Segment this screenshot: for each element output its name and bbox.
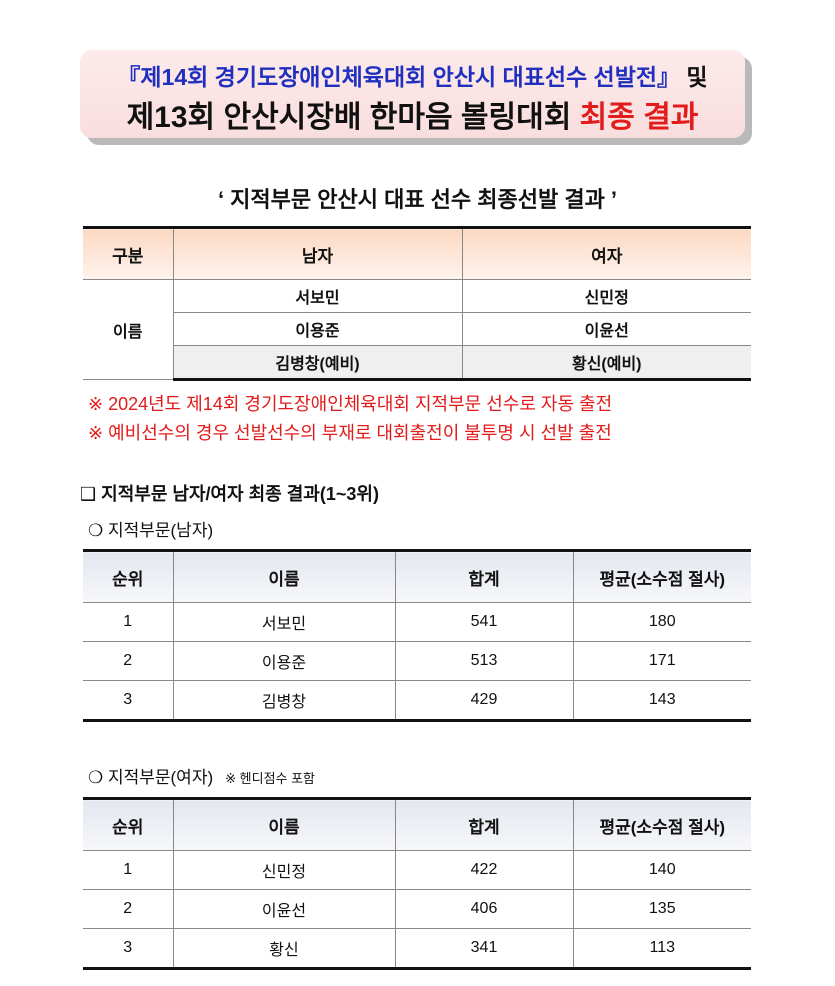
women-note: ※ 헨디점수 포함 bbox=[225, 771, 316, 786]
table-row: 이용준 이윤선 bbox=[83, 312, 751, 346]
cell: 서보민 bbox=[172, 602, 396, 642]
cell: 1 bbox=[83, 850, 174, 890]
header-cell: 구분 bbox=[83, 226, 174, 280]
table-row: 김병창(예비) 황신(예비) bbox=[83, 345, 751, 381]
table-row: 1 서보민 541 180 bbox=[83, 602, 751, 642]
cell: 341 bbox=[394, 928, 574, 970]
title-line-2: 제13회 안산시장배 한마음 볼링대회 최종 결과 bbox=[80, 92, 745, 136]
table-row: 3 황신 341 113 bbox=[83, 928, 751, 970]
cell: 3 bbox=[83, 680, 174, 722]
title-line-1-main: 『제14회 경기도장애인체육대회 안산시 대표선수 선발전』 bbox=[117, 64, 681, 90]
cell: 3 bbox=[83, 928, 174, 970]
women-label: ❍ 지적부문(여자) ※ 헨디점수 포함 bbox=[88, 763, 315, 788]
title-line-1: 『제14회 경기도장애인체육대회 안산시 대표선수 선발전』 및 bbox=[80, 58, 745, 92]
header-cell: 평균(소수점 절사) bbox=[572, 549, 751, 603]
note-2: ※ 예비선수의 경우 선발선수의 부재로 대회출전이 불투명 시 선발 출전 bbox=[88, 423, 612, 443]
table-row: 3 김병창 429 143 bbox=[83, 680, 751, 722]
cell: 이윤선 bbox=[461, 312, 751, 346]
cell: 422 bbox=[394, 850, 574, 890]
cell: 1 bbox=[83, 602, 174, 642]
note-1: ※ 2024년도 제14회 경기도장애인체육대회 지적부문 선수로 자동 출전 bbox=[88, 394, 613, 414]
cell: 171 bbox=[572, 641, 751, 681]
cell: 140 bbox=[572, 850, 751, 890]
cell: 406 bbox=[394, 889, 574, 929]
women-results-table: 순위 이름 합계 평균(소수점 절사) 1 신민정 422 140 2 이윤선 406 13… bbox=[83, 797, 751, 970]
cell: 이용준 bbox=[172, 641, 396, 681]
cell: 143 bbox=[572, 680, 751, 722]
header-cell: 순위 bbox=[83, 549, 174, 603]
women-label-text: ❍ 지적부문(여자) bbox=[88, 768, 214, 787]
selection-table: 구분 남자 여자 이름 서보민 신민정 이용준 이윤선 김병창(예비) 황신(예… bbox=[83, 226, 751, 381]
cell: 이윤선 bbox=[172, 889, 396, 929]
header-cell: 남자 bbox=[172, 226, 463, 280]
cell: 513 bbox=[394, 641, 574, 681]
header-cell: 평균(소수점 절사) bbox=[572, 797, 751, 851]
cell: 황신 bbox=[172, 928, 396, 970]
cell: 2 bbox=[83, 641, 174, 681]
table-row: 이름 서보민 신민정 bbox=[83, 279, 751, 380]
title-line-2-main: 제13회 안산시장배 한마음 볼링대회 bbox=[126, 101, 580, 134]
men-label: ❍ 지적부문(남자) bbox=[88, 521, 214, 540]
title-line-1-conj: 및 bbox=[680, 64, 708, 90]
cell: 이용준 bbox=[173, 312, 463, 346]
cell: 541 bbox=[394, 602, 574, 642]
cell: 신민정 bbox=[461, 279, 751, 313]
table-header-row: 순위 이름 합계 평균(소수점 절사) bbox=[83, 549, 751, 603]
cell: 113 bbox=[572, 928, 751, 970]
cell: 429 bbox=[394, 680, 574, 722]
men-results-table: 순위 이름 합계 평균(소수점 절사) 1 서보민 541 180 2 이용준 513 17… bbox=[83, 549, 751, 722]
title-line-2-highlight: 최종 결과 bbox=[579, 101, 699, 134]
header-cell: 합계 bbox=[394, 797, 574, 851]
cell: 2 bbox=[83, 889, 174, 929]
header-cell: 여자 bbox=[461, 226, 751, 280]
cell: 서보민 bbox=[172, 279, 463, 313]
selection-subtitle: ‘ 지적부문 안산시 대표 선수 최종선발 결과 ’ bbox=[217, 187, 618, 212]
cell: 김병창 bbox=[172, 680, 396, 722]
header-cell: 이름 bbox=[172, 549, 396, 603]
header-cell: 이름 bbox=[172, 797, 396, 851]
cell: 180 bbox=[572, 602, 751, 642]
cell: 황신(예비) bbox=[461, 345, 751, 381]
header-cell: 순위 bbox=[83, 797, 174, 851]
table-row: 2 이용준 513 171 bbox=[83, 641, 751, 681]
cell: 김병창(예비) bbox=[173, 345, 463, 381]
table-header-row: 구분 남자 여자 bbox=[83, 226, 751, 280]
cell: 135 bbox=[572, 889, 751, 929]
cell: 신민정 bbox=[172, 850, 396, 890]
table-header-row: 순위 이름 합계 평균(소수점 절사) bbox=[83, 797, 751, 851]
header-cell: 합계 bbox=[394, 549, 574, 603]
section-heading: ❑ 지적부문 남자/여자 최종 결과(1~3위) bbox=[80, 484, 379, 504]
table-row: 1 신민정 422 140 bbox=[83, 850, 751, 890]
table-row: 2 이윤선 406 135 bbox=[83, 889, 751, 929]
title-box: 『제14회 경기도장애인체육대회 안산시 대표선수 선발전』 및 제13회 안산… bbox=[80, 50, 745, 138]
row-label: 이름 bbox=[83, 279, 174, 380]
